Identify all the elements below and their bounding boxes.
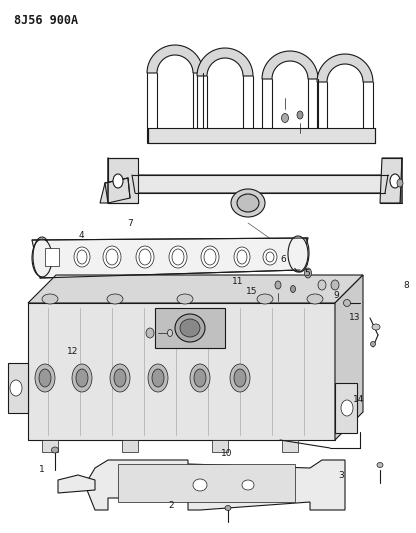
- Text: 13: 13: [349, 313, 361, 322]
- Ellipse shape: [175, 314, 205, 342]
- Text: 3: 3: [338, 472, 344, 481]
- Text: 4: 4: [78, 230, 84, 239]
- Text: 10: 10: [221, 448, 233, 457]
- Ellipse shape: [263, 249, 277, 265]
- Ellipse shape: [297, 111, 303, 119]
- Ellipse shape: [190, 364, 210, 392]
- Ellipse shape: [331, 280, 339, 290]
- Bar: [45, 248, 59, 266]
- Ellipse shape: [234, 247, 250, 267]
- Ellipse shape: [148, 364, 168, 392]
- Ellipse shape: [146, 328, 154, 338]
- Ellipse shape: [307, 294, 323, 304]
- Ellipse shape: [377, 463, 383, 467]
- Polygon shape: [122, 440, 138, 452]
- Text: 8: 8: [403, 280, 409, 289]
- Polygon shape: [58, 475, 95, 493]
- Ellipse shape: [266, 252, 274, 262]
- Polygon shape: [197, 48, 253, 76]
- Text: 14: 14: [353, 395, 365, 405]
- Polygon shape: [28, 275, 363, 303]
- Ellipse shape: [110, 364, 130, 392]
- Ellipse shape: [305, 268, 312, 278]
- Text: 8J56 900A: 8J56 900A: [14, 14, 78, 27]
- Ellipse shape: [341, 400, 353, 416]
- Ellipse shape: [225, 505, 231, 511]
- Ellipse shape: [103, 246, 121, 268]
- Ellipse shape: [106, 249, 118, 265]
- Polygon shape: [85, 460, 345, 510]
- Ellipse shape: [234, 369, 246, 387]
- Ellipse shape: [344, 300, 351, 306]
- Ellipse shape: [136, 246, 154, 268]
- Ellipse shape: [152, 369, 164, 387]
- Ellipse shape: [318, 280, 326, 290]
- Ellipse shape: [231, 189, 265, 217]
- Ellipse shape: [371, 342, 376, 346]
- Ellipse shape: [180, 319, 200, 337]
- Polygon shape: [118, 464, 295, 502]
- Ellipse shape: [193, 479, 207, 491]
- Ellipse shape: [290, 286, 295, 293]
- Ellipse shape: [372, 324, 380, 330]
- Ellipse shape: [194, 369, 206, 387]
- Ellipse shape: [39, 369, 51, 387]
- Polygon shape: [32, 238, 308, 278]
- Text: 11: 11: [232, 277, 244, 286]
- Text: 12: 12: [67, 346, 79, 356]
- Polygon shape: [317, 54, 373, 82]
- Polygon shape: [155, 308, 225, 348]
- Text: 15: 15: [246, 287, 258, 296]
- Ellipse shape: [169, 246, 187, 268]
- Ellipse shape: [237, 194, 259, 212]
- Ellipse shape: [52, 447, 59, 453]
- Polygon shape: [108, 158, 138, 203]
- Ellipse shape: [230, 364, 250, 392]
- Ellipse shape: [397, 179, 403, 187]
- Ellipse shape: [204, 249, 216, 265]
- Polygon shape: [148, 128, 375, 143]
- Ellipse shape: [114, 369, 126, 387]
- Text: 7: 7: [127, 219, 133, 228]
- Ellipse shape: [237, 250, 247, 264]
- Ellipse shape: [275, 281, 281, 289]
- Ellipse shape: [76, 369, 88, 387]
- Polygon shape: [212, 440, 228, 452]
- Polygon shape: [8, 363, 28, 413]
- Ellipse shape: [74, 247, 90, 267]
- Ellipse shape: [172, 249, 184, 265]
- Polygon shape: [42, 440, 58, 452]
- Ellipse shape: [139, 249, 151, 265]
- Ellipse shape: [35, 364, 55, 392]
- Ellipse shape: [72, 364, 92, 392]
- Ellipse shape: [257, 294, 273, 304]
- Ellipse shape: [107, 294, 123, 304]
- Text: 9: 9: [333, 290, 339, 300]
- Ellipse shape: [77, 250, 87, 264]
- Text: 2: 2: [168, 500, 174, 510]
- Ellipse shape: [10, 380, 22, 396]
- Polygon shape: [28, 303, 335, 440]
- Polygon shape: [282, 440, 298, 452]
- Ellipse shape: [177, 294, 193, 304]
- Text: 6: 6: [280, 255, 286, 264]
- Ellipse shape: [168, 329, 173, 336]
- Text: 5: 5: [304, 269, 310, 278]
- Polygon shape: [262, 51, 318, 79]
- Ellipse shape: [113, 174, 123, 188]
- Ellipse shape: [201, 246, 219, 268]
- Polygon shape: [132, 175, 388, 193]
- Polygon shape: [147, 45, 203, 73]
- Polygon shape: [100, 178, 130, 203]
- Ellipse shape: [282, 114, 289, 123]
- Ellipse shape: [390, 174, 400, 188]
- Text: 1: 1: [39, 465, 45, 474]
- Ellipse shape: [32, 239, 52, 277]
- Ellipse shape: [42, 294, 58, 304]
- Polygon shape: [335, 275, 363, 440]
- Polygon shape: [380, 158, 402, 203]
- Ellipse shape: [288, 236, 308, 272]
- Polygon shape: [335, 383, 357, 433]
- Ellipse shape: [242, 480, 254, 490]
